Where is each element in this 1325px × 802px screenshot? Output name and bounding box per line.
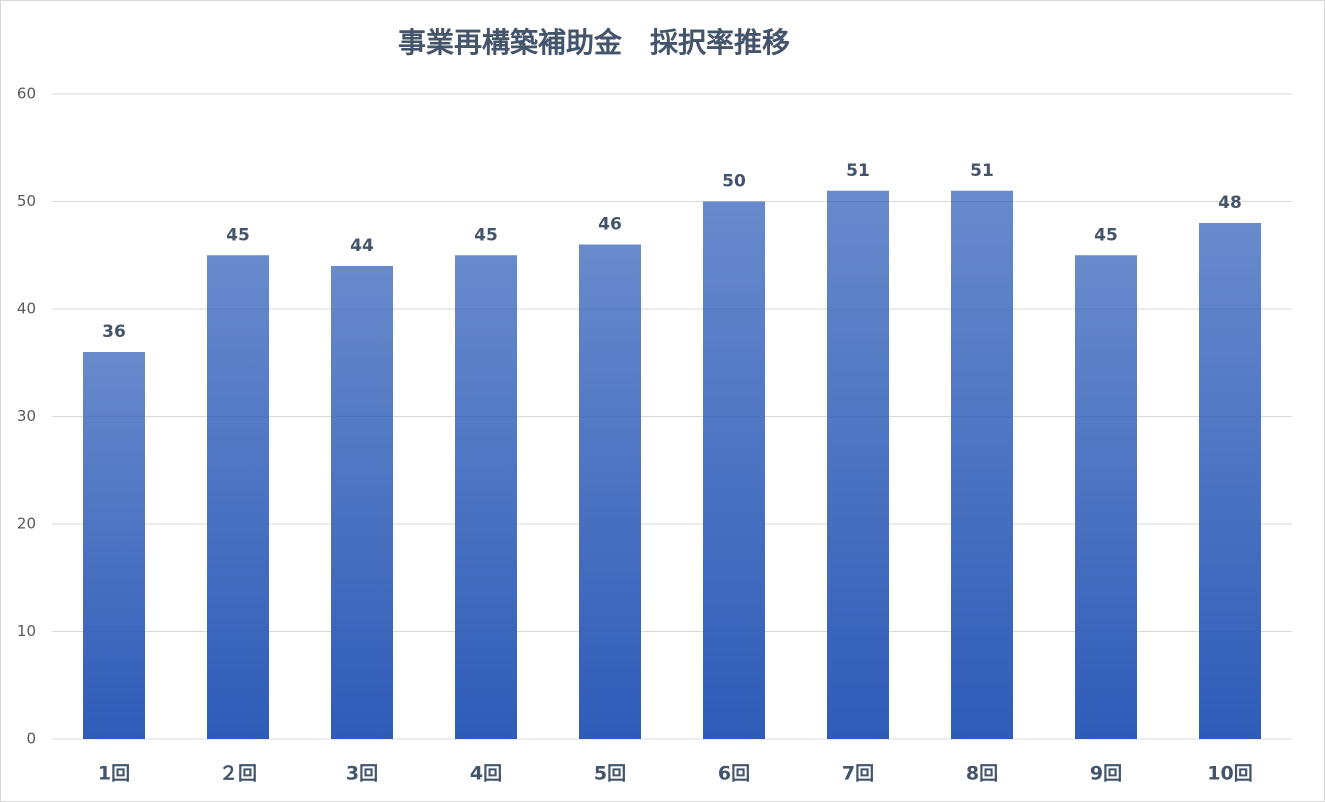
value-label: 51 (846, 161, 870, 181)
x-tick-label: 6回 (718, 763, 750, 785)
bar (951, 190, 1013, 739)
bar (579, 244, 641, 739)
x-tick-label: ２回 (219, 763, 257, 785)
x-tick-label: 9回 (1090, 763, 1122, 785)
x-tick-label: 8回 (966, 763, 998, 785)
value-label: 44 (350, 236, 374, 256)
value-label: 48 (1218, 193, 1242, 213)
value-label: 46 (598, 215, 622, 235)
value-label: 50 (722, 172, 746, 192)
bar (207, 255, 269, 739)
y-tick-label: 20 (17, 515, 36, 533)
value-label: 45 (474, 225, 498, 245)
y-tick-label: 30 (17, 407, 36, 425)
bar (703, 201, 765, 739)
y-tick-label: 0 (26, 730, 36, 748)
bar (455, 255, 517, 739)
bar (331, 266, 393, 739)
bar (827, 190, 889, 739)
chart-title: 事業再構築補助金 採択率推移 (398, 26, 790, 59)
value-label: 45 (1094, 225, 1118, 245)
value-label: 51 (970, 161, 994, 181)
value-label: 45 (226, 225, 250, 245)
bar (83, 352, 145, 739)
value-label: 36 (102, 322, 126, 342)
x-tick-label: 4回 (470, 763, 502, 785)
y-tick-label: 40 (17, 300, 36, 318)
y-tick-label: 60 (17, 85, 36, 103)
x-tick-label: 10回 (1207, 763, 1252, 785)
x-tick-label: 7回 (842, 763, 874, 785)
bar (1199, 223, 1261, 739)
y-tick-label: 50 (17, 192, 36, 210)
x-tick-label: 3回 (346, 763, 378, 785)
x-tick-label: 5回 (594, 763, 626, 785)
bar (1075, 255, 1137, 739)
x-tick-label: 1回 (98, 763, 130, 785)
y-tick-label: 10 (17, 622, 36, 640)
